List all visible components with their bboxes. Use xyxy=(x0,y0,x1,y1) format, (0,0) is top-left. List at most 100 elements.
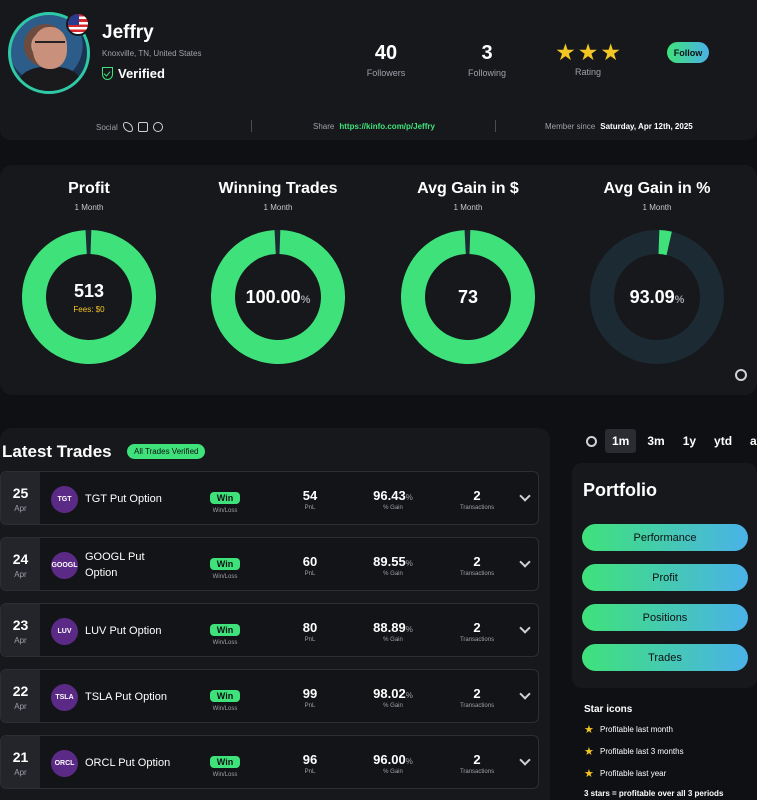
ticker-logo: TGT xyxy=(51,486,78,513)
tab-3m[interactable]: 3m xyxy=(647,434,665,448)
transactions-label: Transactions xyxy=(459,571,495,577)
gain-value: 96.00 xyxy=(373,752,406,767)
gain-col: 88.89%% Gain xyxy=(363,620,423,643)
metric-period: 1 Month xyxy=(263,203,293,212)
pnl-col: 99 PnL xyxy=(290,686,330,709)
globe-icon[interactable] xyxy=(152,122,163,132)
transactions-value: 2 xyxy=(473,752,481,767)
star-icon: ★ xyxy=(555,39,576,65)
trade-row[interactable]: 22 Apr TSLA TSLA Put Option Win Win/Loss 99 PnL… xyxy=(0,669,539,723)
trade-row[interactable]: 25 Apr TGT TGT Put Option Win Win/Loss 54 PnL 96… xyxy=(0,471,539,525)
win-badge: Win xyxy=(209,558,241,570)
transactions-col: 2 Transactions xyxy=(452,752,502,775)
trade-date: 24 Apr xyxy=(1,538,40,590)
gain-value: 96.43 xyxy=(373,488,406,503)
win-loss-col: Win Win/Loss xyxy=(203,752,247,778)
pnl-label: PnL xyxy=(304,637,316,643)
trade-name[interactable]: LUV Put Option xyxy=(85,625,162,637)
legend-item: ★ Profitable last month xyxy=(584,723,757,736)
metric-title: Avg Gain in $ xyxy=(417,180,519,197)
trades-button[interactable]: Trades xyxy=(582,644,748,671)
gain-col: 96.00%% Gain xyxy=(363,752,423,775)
following-stat[interactable]: 3 Following xyxy=(447,42,527,78)
metric-winning-trades: Winning Trades 1 Month 100.00% xyxy=(203,180,353,364)
ticker-logo: GOOGL xyxy=(51,552,78,579)
trade-name[interactable]: ORCL Put Option xyxy=(85,757,171,769)
avg-gain-percent-ring xyxy=(590,230,724,364)
chevron-down-icon[interactable] xyxy=(519,490,531,502)
metric-value: 100.00 xyxy=(245,286,301,307)
youtube-icon[interactable] xyxy=(137,122,148,132)
legend-item: ★ Profitable last year xyxy=(584,767,757,780)
trade-name[interactable]: TGT Put Option xyxy=(85,493,162,505)
metric-period: 1 Month xyxy=(642,203,672,212)
latest-trades-title: Latest Trades xyxy=(2,442,112,461)
rating-stat: ★ ★ ★ Rating xyxy=(548,40,628,77)
member-since: Member since Saturday, Apr 12th, 2025 xyxy=(545,122,693,131)
chevron-down-icon[interactable] xyxy=(519,622,531,634)
follow-button[interactable]: Follow xyxy=(667,42,709,63)
tab-1y[interactable]: 1y xyxy=(682,434,697,448)
chevron-down-icon[interactable] xyxy=(519,754,531,766)
trade-row[interactable]: 21 Apr ORCL ORCL Put Option Win Win/Loss 96 PnL… xyxy=(0,735,539,789)
trade-month: Apr xyxy=(14,768,27,777)
trade-month: Apr xyxy=(14,702,27,711)
win-loss-label: Win/Loss xyxy=(212,508,238,514)
social-links: Social xyxy=(96,122,163,132)
metric-avg-gain-dollar: Avg Gain in $ 1 Month 73 xyxy=(393,180,543,364)
gear-icon[interactable] xyxy=(735,369,747,381)
profile-card: Jeffry Knoxville, TN, United States Veri… xyxy=(0,0,757,140)
verified-label: Verified xyxy=(118,66,165,81)
chevron-down-icon[interactable] xyxy=(519,556,531,568)
positions-button[interactable]: Positions xyxy=(582,604,748,631)
gain-label: % Gain xyxy=(383,505,403,511)
trade-name[interactable]: TSLA Put Option xyxy=(85,691,167,703)
pnl-value: 96 xyxy=(302,752,318,767)
profile-location: Knoxville, TN, United States xyxy=(102,49,202,58)
star-icon: ★ xyxy=(577,39,599,65)
metrics-panel: Profit 1 Month 513 Fees: $0 Winning Trad… xyxy=(0,165,757,395)
gain-value: 88.89 xyxy=(373,620,406,635)
tab-1m[interactable]: 1m xyxy=(605,429,637,453)
performance-button[interactable]: Performance xyxy=(582,524,748,551)
trade-name[interactable]: GOOGL Put Option xyxy=(85,551,145,579)
tab-ytd[interactable]: ytd xyxy=(714,434,733,448)
trade-date: 22 Apr xyxy=(1,670,40,722)
tab-at[interactable]: at xyxy=(750,434,757,448)
trade-row[interactable]: 23 Apr LUV LUV Put Option Win Win/Loss 80 PnL 88… xyxy=(0,603,539,657)
gain-col: 89.55%% Gain xyxy=(363,554,423,577)
followers-label: Followers xyxy=(366,68,406,78)
share-link[interactable]: https://kinfo.com/p/Jeffry xyxy=(339,122,435,131)
share-info: Share https://kinfo.com/p/Jeffry xyxy=(313,122,435,131)
gear-icon[interactable] xyxy=(586,435,597,447)
twitter-icon[interactable] xyxy=(122,122,133,132)
pnl-value: 99 xyxy=(302,686,318,701)
ring-track xyxy=(590,230,724,364)
win-loss-col: Win Win/Loss xyxy=(203,620,247,646)
transactions-label: Transactions xyxy=(459,505,495,511)
ring-value: 513 Fees: $0 xyxy=(22,230,156,364)
profile-name: Jeffry xyxy=(102,22,154,43)
pnl-col: 80 PnL xyxy=(290,620,330,643)
trade-month: Apr xyxy=(14,636,27,645)
portfolio-panel: Portfolio Performance Profit Positions T… xyxy=(572,463,757,688)
transactions-value: 2 xyxy=(473,554,481,569)
followers-stat[interactable]: 40 Followers xyxy=(346,42,426,78)
metric-avg-gain-percent: Avg Gain in % 1 Month 93.09% xyxy=(582,180,732,364)
divider xyxy=(495,120,496,132)
chevron-down-icon[interactable] xyxy=(519,688,531,700)
star-icon: ★ xyxy=(584,768,594,780)
pnl-label: PnL xyxy=(304,769,316,775)
trade-day: 21 xyxy=(12,749,29,765)
transactions-value: 2 xyxy=(473,620,481,635)
transactions-col: 2 Transactions xyxy=(452,554,502,577)
trade-row[interactable]: 24 Apr GOOGL GOOGL Put Option Win Win/Loss 60 P… xyxy=(0,537,539,591)
win-loss-col: Win Win/Loss xyxy=(203,488,247,514)
gain-value: 89.55 xyxy=(373,554,406,569)
profit-button[interactable]: Profit xyxy=(582,564,748,591)
legend-label: Profitable last 3 months xyxy=(600,747,684,756)
gain-unit: % xyxy=(405,493,413,502)
win-badge: Win xyxy=(209,756,241,768)
metric-period: 1 Month xyxy=(453,203,483,212)
transactions-label: Transactions xyxy=(459,769,495,775)
